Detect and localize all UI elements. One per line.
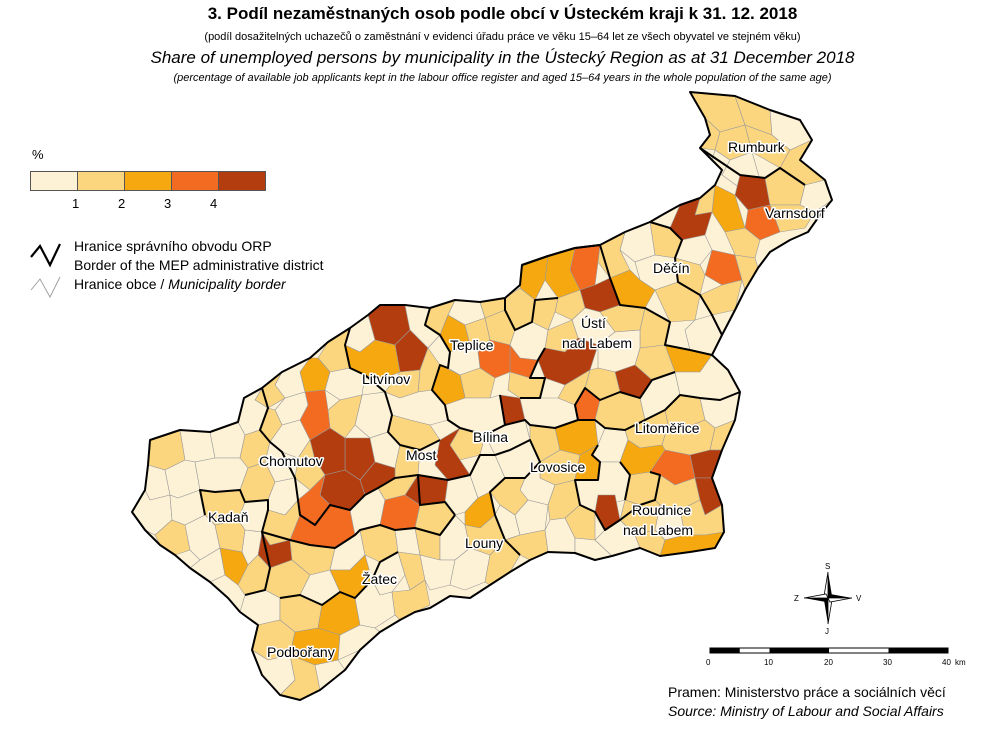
city-label-teplice: Teplice [450,337,494,353]
compass-icon [803,571,853,625]
scale-bar [709,647,949,654]
legend-class-1 [31,172,78,190]
legend-tick-2: 2 [118,196,126,211]
city-label-podborany: Podbořany [267,644,335,660]
scale-tick-10: 10 [764,658,773,667]
map-subtitle: (podíl dosažitelných uchazečů o zaměstná… [204,31,801,43]
city-label-usti: Ústí [581,315,606,331]
municipality-border-sample [30,276,61,298]
city-label-louny: Louny [465,535,503,551]
legend-tick-4: 4 [210,196,218,211]
city-label-zatec: Žatec [362,571,397,587]
city-label-usti-2: nad Labem [562,335,632,351]
legend-class-4 [172,172,219,190]
legend-class-2 [78,172,125,190]
city-label-chomutov: Chomutov [259,453,323,469]
legend-tick-3: 3 [164,196,172,211]
orp-borders [131,91,833,701]
legend-class-3 [125,172,172,190]
legend-municipality-label-en: Municipality border [168,276,286,292]
city-label-litomerice: Litoměřice [635,420,700,436]
city-label-kadan: Kadaň [208,509,248,525]
city-label-roudnice: Roudnice [632,502,691,518]
legend-municipality-label: Hranice obce / Municipality border [74,276,286,292]
legend-municipality-label-cz: Hranice obce / [74,276,165,292]
legend-tick-1: 1 [72,196,80,211]
city-label-rumburk: Rumburk [728,139,786,155]
scale-tick-20: 20 [824,658,833,667]
city-label-varnsdorf: Varnsdorf [765,205,825,221]
legend-orp-label: Hranice správního obvodu ORP [74,238,272,254]
compass-east-label: V [856,594,862,603]
source-en: Source: Ministry of Labour and Social Af… [668,703,944,719]
map-title-en: Share of unemployed persons by municipal… [150,48,855,67]
scale-tick-0: 0 [706,658,711,667]
source-cz: Pramen: Ministerstvo práce a sociálních … [668,684,946,700]
map-subtitle-en: (percentage of available job applicants … [173,72,832,84]
map-title: 3. Podíl nezaměstnaných osob podle obcí … [207,4,798,23]
scale-unit: km [955,658,966,667]
compass-south-label: J [825,627,829,636]
legend-color-scale [30,171,266,191]
legend-class-5 [219,172,265,190]
legend-unit: % [32,147,44,162]
city-label-most: Most [406,447,436,463]
city-label-bilina: Bílina [473,429,508,445]
municipalities [132,92,832,700]
city-labels: Rumburk Varnsdorf Děčín Ústí nad Labem T… [207,138,827,662]
compass-west-label: Z [794,594,799,603]
city-label-roudnice-2: nad Labem [623,522,693,538]
city-label-lovosice: Lovosice [530,459,585,475]
city-label-litvinov: Litvínov [362,371,410,387]
orp-border-sample [30,243,61,268]
scale-tick-40: 40 [942,658,951,667]
city-label-decin: Děčín [653,260,690,276]
legend-orp-label-en: Border of the MEP administrative distric… [74,257,324,273]
scale-tick-30: 30 [883,658,892,667]
compass-north-label: S [825,562,830,571]
